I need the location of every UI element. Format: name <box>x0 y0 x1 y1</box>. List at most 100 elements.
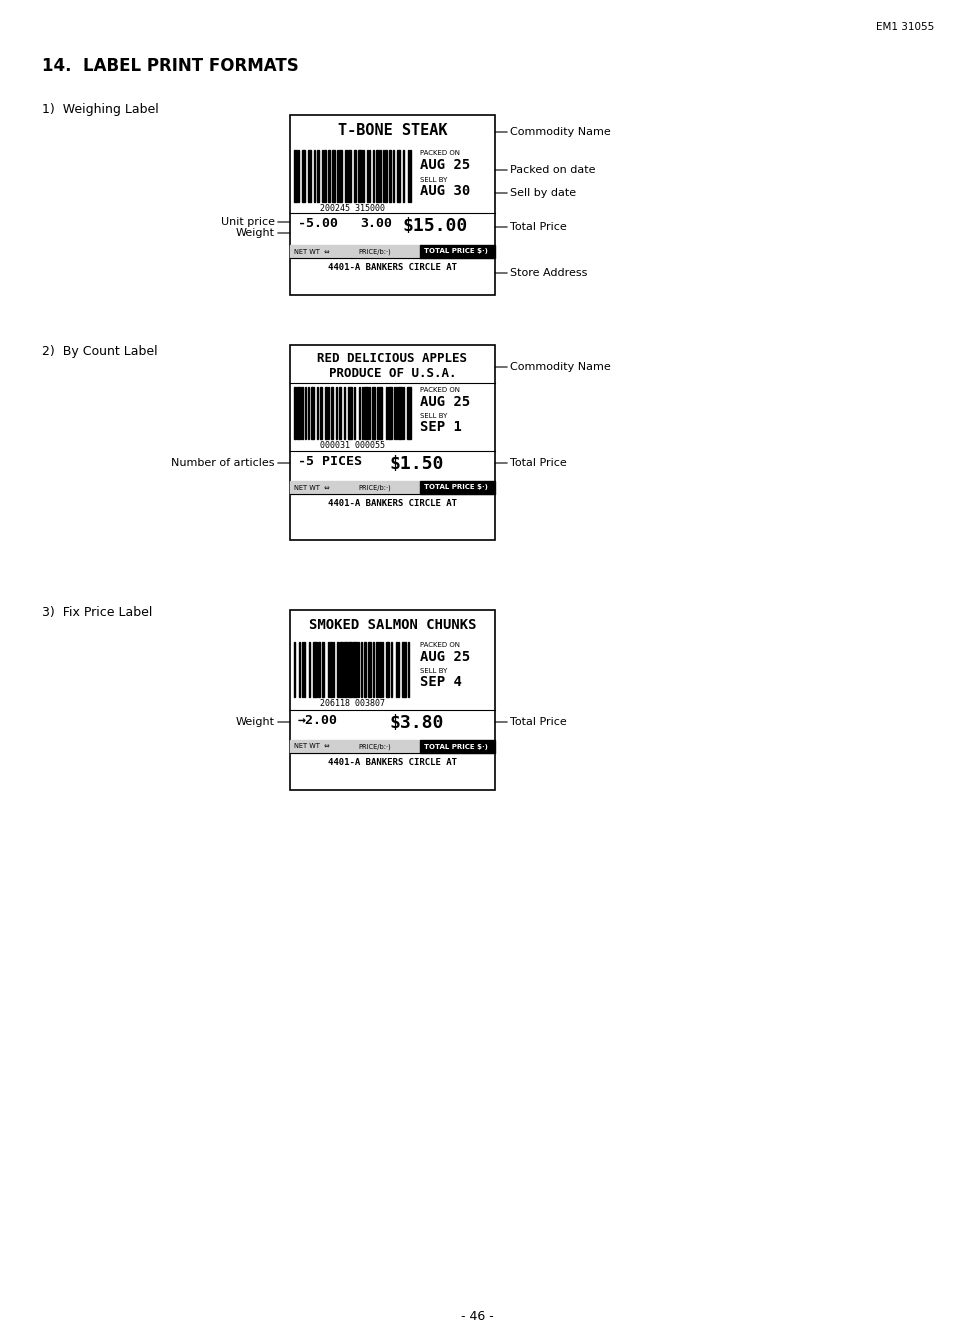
Bar <box>396 150 399 202</box>
Bar <box>308 150 311 202</box>
Bar <box>395 387 396 439</box>
Bar <box>348 642 352 697</box>
Text: TOTAL PRICE $·): TOTAL PRICE $·) <box>423 744 487 749</box>
Bar <box>328 150 330 202</box>
Bar <box>376 387 377 439</box>
Bar <box>290 480 419 494</box>
Bar <box>330 642 332 697</box>
Bar <box>385 642 389 697</box>
Bar <box>389 150 390 202</box>
Text: AUG 25: AUG 25 <box>419 650 470 664</box>
Text: SELL BY: SELL BY <box>419 668 447 674</box>
Bar <box>390 642 392 697</box>
Bar <box>345 150 346 202</box>
Bar <box>364 642 365 697</box>
Text: 14.  LABEL PRINT FORMATS: 14. LABEL PRINT FORMATS <box>42 58 298 75</box>
Bar <box>294 387 296 439</box>
Bar <box>354 387 355 439</box>
Bar <box>290 245 419 258</box>
Text: 4401-A BANKERS CIRCLE AT: 4401-A BANKERS CIRCLE AT <box>328 264 456 272</box>
Text: PACKED ON: PACKED ON <box>419 387 459 393</box>
Bar <box>397 642 399 697</box>
Bar <box>373 642 374 697</box>
Text: 206118 003807: 206118 003807 <box>320 698 385 708</box>
Text: PACKED ON: PACKED ON <box>419 642 459 648</box>
Bar <box>307 387 309 439</box>
Bar <box>316 150 318 202</box>
Text: $1.50: $1.50 <box>390 455 444 474</box>
Text: SMOKED SALMON CHUNKS: SMOKED SALMON CHUNKS <box>309 618 476 632</box>
Text: - 46 -: - 46 - <box>460 1310 493 1323</box>
Bar <box>344 642 346 697</box>
Bar <box>358 150 361 202</box>
Bar <box>402 387 404 439</box>
Text: 4401-A BANKERS CIRCLE AT: 4401-A BANKERS CIRCLE AT <box>328 759 456 767</box>
Text: Sell by date: Sell by date <box>495 189 576 198</box>
Text: $3.80: $3.80 <box>390 714 444 732</box>
Bar <box>386 387 387 439</box>
Text: 3)  Fix Price Label: 3) Fix Price Label <box>42 606 152 619</box>
Bar <box>298 150 299 202</box>
Bar <box>339 387 340 439</box>
Bar <box>379 642 380 697</box>
Bar <box>375 150 378 202</box>
Bar <box>385 150 387 202</box>
Bar <box>338 150 342 202</box>
Text: Number of articles: Number of articles <box>172 458 290 468</box>
Text: 1)  Weighing Label: 1) Weighing Label <box>42 103 158 116</box>
Bar <box>419 740 495 753</box>
Bar <box>358 387 359 439</box>
Text: →2.00: →2.00 <box>297 714 337 727</box>
Text: NET WT  ⇔: NET WT ⇔ <box>294 484 330 491</box>
Bar <box>367 150 368 202</box>
Bar <box>353 642 356 697</box>
Text: 4401-A BANKERS CIRCLE AT: 4401-A BANKERS CIRCLE AT <box>328 499 456 508</box>
Text: Commodity Name: Commodity Name <box>495 363 610 372</box>
Bar <box>360 642 361 697</box>
Bar <box>328 387 329 439</box>
Bar <box>320 387 322 439</box>
Text: -5 PICES: -5 PICES <box>297 455 361 468</box>
Bar <box>305 387 306 439</box>
Bar <box>419 480 495 494</box>
Bar <box>395 642 396 697</box>
Bar <box>328 642 329 697</box>
Bar <box>290 610 495 789</box>
Bar <box>309 642 310 697</box>
Bar <box>290 115 495 294</box>
Bar <box>410 150 411 202</box>
Bar <box>336 642 339 697</box>
Bar <box>335 387 336 439</box>
Text: Commodity Name: Commodity Name <box>495 127 610 136</box>
Text: AUG 25: AUG 25 <box>419 158 470 173</box>
Bar <box>290 740 419 753</box>
Text: Weight: Weight <box>235 717 290 727</box>
Bar <box>401 642 405 697</box>
Bar <box>373 150 375 202</box>
Bar <box>407 387 411 439</box>
Bar <box>372 387 375 439</box>
Bar <box>362 387 363 439</box>
Bar <box>290 345 495 541</box>
Bar <box>317 642 320 697</box>
Bar <box>333 642 334 697</box>
Bar <box>364 387 367 439</box>
Bar <box>368 642 370 697</box>
Bar <box>383 150 384 202</box>
Bar <box>378 387 382 439</box>
Text: TOTAL PRICE $·): TOTAL PRICE $·) <box>423 249 487 254</box>
Text: Unit price: Unit price <box>221 217 290 227</box>
Bar <box>348 387 352 439</box>
Text: 200245 315000: 200245 315000 <box>320 203 385 213</box>
Bar <box>331 387 333 439</box>
Text: PRICE/b:·): PRICE/b:·) <box>357 743 391 749</box>
Bar <box>313 642 316 697</box>
Bar <box>375 642 377 697</box>
Text: EM1 31055: EM1 31055 <box>875 21 933 32</box>
Bar <box>324 150 326 202</box>
Text: Packed on date: Packed on date <box>495 165 595 175</box>
Text: NET WT  ⇔: NET WT ⇔ <box>294 744 330 749</box>
Bar <box>301 150 304 202</box>
Bar <box>369 387 370 439</box>
Bar <box>321 642 324 697</box>
